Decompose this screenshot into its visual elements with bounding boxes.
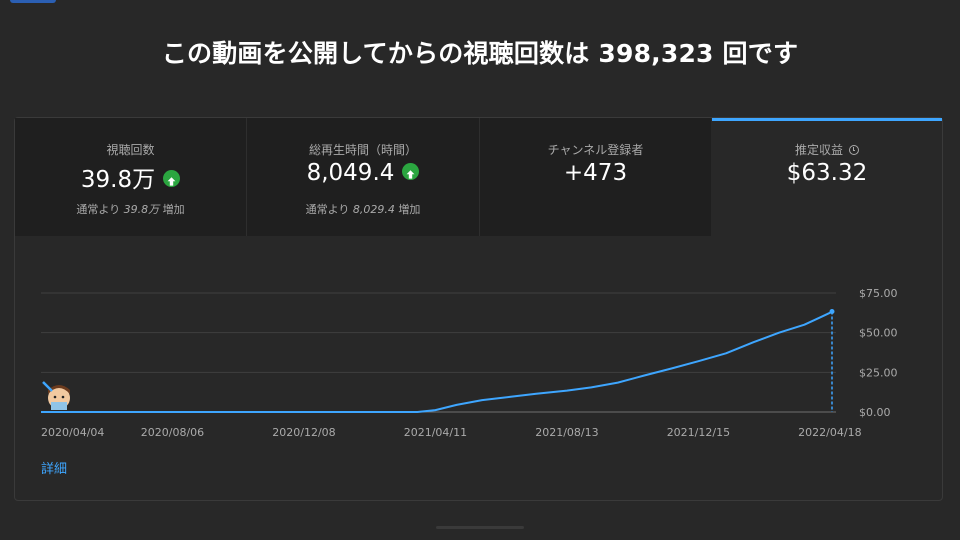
x-tick-label: 2020/12/08 [272, 426, 335, 439]
x-tick-label: 2020/04/04 [41, 426, 104, 439]
comparison-prefix: 通常より [76, 203, 124, 216]
comparison-prefix: 通常より [305, 203, 353, 216]
revenue-line-chart: $0.00 $25.00 $50.00 $75.00 2020/04/04 2020/08… [41, 287, 898, 439]
tab-divider [479, 118, 480, 236]
arrow-up-circle-icon [163, 170, 181, 187]
tab-views-comparison: 通常より 39.8万 増加 [15, 201, 246, 217]
tab-watch-time-value: 8,049.4 [247, 160, 479, 186]
x-tick-label: 2022/04/18 [798, 426, 861, 439]
tab-views-value: 39.8万 [15, 160, 246, 194]
x-tick-label: 2021/12/15 [667, 426, 730, 439]
comparison-suffix: 増加 [394, 203, 421, 216]
x-tick-label: 2021/08/13 [535, 426, 598, 439]
revenue-series-line [41, 310, 833, 413]
tab-divider [246, 118, 247, 236]
tab-views-label: 視聴回数 [106, 143, 155, 157]
y-tick-label: $50.00 [859, 327, 898, 340]
clock-icon [849, 144, 859, 155]
y-tick-label: $0.00 [859, 406, 891, 419]
top-nav-indicator [10, 0, 56, 3]
details-link[interactable]: 詳細 [41, 462, 68, 477]
scroll-indicator [436, 526, 524, 529]
video-thumbnail-avatar [42, 381, 70, 410]
comparison-suffix: 増加 [159, 203, 185, 216]
tab-watch-time[interactable]: 総再生時間（時間） 8,049.4 通常より 8,029.4 増加 [247, 118, 479, 236]
arrow-up-circle-icon [402, 163, 420, 180]
data-point [829, 309, 835, 315]
x-tick-label: 2020/08/06 [141, 426, 204, 439]
page-headline: この動画を公開してからの視聴回数は 398,323 回です [161, 39, 799, 68]
x-tick-label: 2021/04/11 [404, 426, 467, 439]
tab-watch-time-comparison: 通常より 8,029.4 増加 [247, 201, 479, 217]
revenue-label-text: 推定収益 [794, 143, 843, 157]
tab-watch-time-label: 総再生時間（時間） [308, 143, 417, 157]
comparison-value: 39.8万 [123, 203, 160, 216]
tab-revenue-label: 推定収益 [712, 141, 942, 158]
comparison-value: 8,029.4 [352, 203, 395, 216]
tab-subscribers-value: +473 [563, 160, 628, 186]
views-value-text: 39.8万 [80, 167, 156, 193]
y-tick-label: $75.00 [859, 287, 898, 300]
analytics-card: 視聴回数 39.8万 通常より 39.8万 増加 総再生時間（時間） 8,049… [14, 117, 943, 501]
tab-estimated-revenue[interactable]: 推定収益 $63.32 [712, 118, 942, 236]
y-tick-label: $25.00 [859, 366, 898, 379]
watch-time-value-text: 8,049.4 [306, 160, 395, 186]
tab-revenue-value: $63.32 [786, 160, 868, 186]
tab-subscribers[interactable]: チャンネル登録者 +473 [480, 118, 711, 236]
tab-subscribers-label: チャンネル登録者 [547, 143, 644, 157]
tab-views[interactable]: 視聴回数 39.8万 通常より 39.8万 増加 [15, 118, 246, 236]
metric-tabs: 視聴回数 39.8万 通常より 39.8万 増加 総再生時間（時間） 8,049… [15, 118, 942, 236]
